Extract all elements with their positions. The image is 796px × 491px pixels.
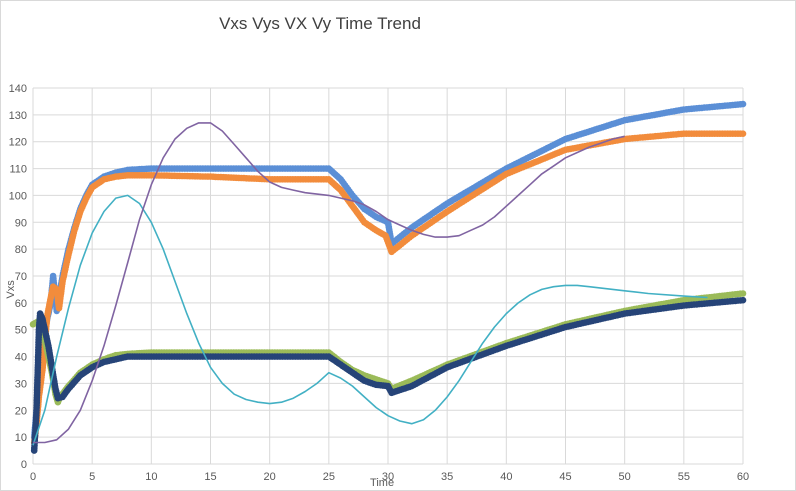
series-6 [33,122,625,444]
series-4 [30,296,747,454]
y-tick-label: 100 [9,190,27,202]
x-tick-label: 10 [145,471,157,483]
x-tick-label: 20 [264,471,276,483]
x-tick-label: 5 [89,471,95,483]
series-2 [30,130,747,446]
y-tick-label: 130 [9,110,27,122]
y-tick-label: 60 [15,298,27,310]
x-tick-label: 60 [737,471,749,483]
x-axis-title: Time [370,477,394,489]
data-point [739,130,747,137]
y-tick-label: 110 [9,164,27,176]
y-tick-label: 20 [15,405,27,417]
y-tick-label: 10 [15,432,27,444]
series-layer [29,100,747,454]
data-point [739,290,747,297]
x-tick-label: 0 [30,471,36,483]
series-line [32,194,708,446]
x-tick-label: 35 [441,471,453,483]
y-tick-label: 70 [15,271,27,283]
data-point [739,296,747,304]
y-tick-label: 140 [9,83,27,95]
tick-labels: 0 5 10 15 20 25 30 35 40 45 50 55 60 0 10 20 30 40 50 60 70 8… [9,83,749,483]
y-axis-title: Vxs [5,280,17,299]
x-tick-label: 15 [204,471,216,483]
y-tick-label: 120 [9,137,27,149]
data-point [739,100,747,108]
y-tick-label: 30 [15,378,27,390]
y-tick-label: 0 [21,459,27,471]
chart-title: Vxs Vys VX Vy Time Trend [219,14,421,33]
x-tick-label: 55 [678,471,690,483]
series-line [33,122,625,444]
x-tick-label: 30 [382,471,394,483]
x-tick-label: 25 [323,471,335,483]
y-tick-label: 90 [15,217,27,229]
y-tick-label: 50 [15,325,27,337]
gridlines [32,87,744,465]
x-tick-label: 50 [619,471,631,483]
x-tick-label: 40 [500,471,512,483]
y-tick-label: 80 [15,244,27,256]
y-tick-label: 40 [15,352,27,364]
x-tick-label: 45 [559,471,571,483]
series-5 [32,194,708,446]
